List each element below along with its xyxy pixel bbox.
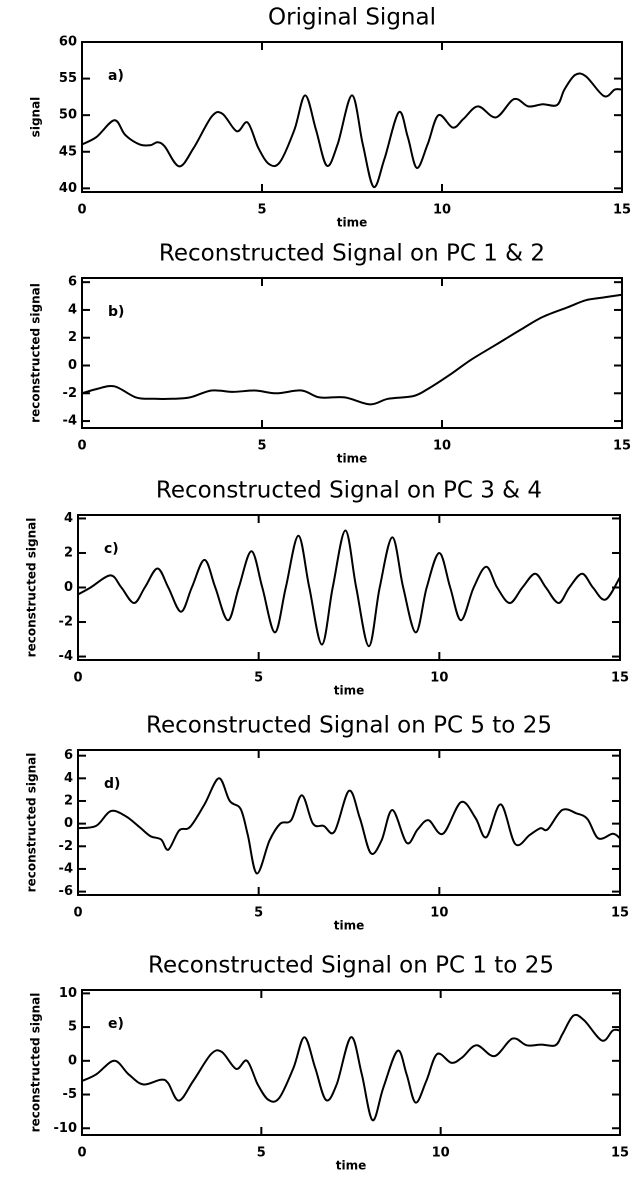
y-tick-label: 0 bbox=[68, 1053, 77, 1068]
y-tick-label: 50 bbox=[59, 108, 77, 123]
y-tick-label: -2 bbox=[59, 615, 73, 630]
y-tick-label: -4 bbox=[59, 649, 73, 664]
y-axis-label: reconstructed signal bbox=[29, 993, 43, 1133]
y-tick-label: -5 bbox=[63, 1087, 77, 1102]
y-tick-label: 5 bbox=[68, 1020, 77, 1035]
x-tick-label: 5 bbox=[254, 671, 263, 686]
chart-title: Original Signal bbox=[268, 5, 436, 31]
y-tick-label: 60 bbox=[59, 35, 77, 50]
signal-line bbox=[77, 777, 621, 875]
x-tick-label: 0 bbox=[77, 1146, 86, 1161]
x-tick-label: 10 bbox=[430, 671, 448, 686]
signal-line bbox=[77, 529, 621, 648]
y-tick-label: 6 bbox=[68, 275, 77, 290]
y-tick-label: -4 bbox=[59, 861, 73, 876]
x-tick-label: 5 bbox=[257, 203, 266, 218]
plot-frame bbox=[81, 989, 621, 1136]
y-tick-label: 2 bbox=[64, 545, 73, 560]
x-tick-label: 15 bbox=[611, 671, 629, 686]
panel-label: b) bbox=[108, 304, 124, 320]
x-tick-label: 15 bbox=[613, 439, 631, 454]
y-tick-label: 10 bbox=[59, 986, 77, 1001]
x-tick-label: 5 bbox=[257, 439, 266, 454]
panel-label: d) bbox=[104, 776, 120, 792]
x-axis-label: time bbox=[336, 1159, 367, 1173]
signal-line bbox=[81, 1013, 621, 1122]
x-axis-label: time bbox=[334, 919, 365, 933]
signal-line bbox=[81, 72, 623, 188]
y-tick-label: 0 bbox=[64, 816, 73, 831]
y-tick-label: -6 bbox=[59, 884, 73, 899]
x-tick-label: 10 bbox=[432, 1146, 450, 1161]
x-tick-label: 5 bbox=[254, 906, 263, 921]
y-tick-label: -2 bbox=[59, 839, 73, 854]
x-tick-label: 0 bbox=[73, 671, 82, 686]
y-tick-label: 45 bbox=[59, 144, 77, 159]
y-tick-label: -10 bbox=[54, 1121, 78, 1136]
x-axis-label: time bbox=[334, 684, 365, 698]
x-tick-label: 0 bbox=[77, 203, 86, 218]
y-tick-label: 4 bbox=[64, 771, 73, 786]
panel-label: c) bbox=[104, 541, 119, 557]
x-axis-label: time bbox=[337, 216, 368, 230]
y-axis-label: reconstructed signal bbox=[25, 753, 39, 893]
plot-frame bbox=[81, 277, 623, 429]
y-tick-label: 0 bbox=[64, 580, 73, 595]
y-tick-label: 40 bbox=[59, 181, 77, 196]
x-tick-label: 15 bbox=[613, 203, 631, 218]
chart-title: Reconstructed Signal on PC 1 & 2 bbox=[159, 241, 545, 267]
panel-label: a) bbox=[108, 68, 124, 84]
y-tick-label: 55 bbox=[59, 71, 77, 86]
y-tick-label: 0 bbox=[68, 358, 77, 373]
chart-title: Reconstructed Signal on PC 1 to 25 bbox=[148, 953, 554, 979]
y-tick-label: -2 bbox=[63, 386, 77, 401]
y-axis-label: reconstructed signal bbox=[25, 518, 39, 658]
chart-title: Reconstructed Signal on PC 3 & 4 bbox=[156, 478, 542, 504]
chart-title: Reconstructed Signal on PC 5 to 25 bbox=[146, 713, 552, 739]
y-tick-label: 4 bbox=[64, 511, 73, 526]
plot-frame bbox=[81, 41, 623, 193]
y-tick-label: 6 bbox=[64, 748, 73, 763]
x-axis-label: time bbox=[337, 452, 368, 466]
y-tick-label: 2 bbox=[68, 330, 77, 345]
x-tick-label: 0 bbox=[77, 439, 86, 454]
x-tick-label: 10 bbox=[433, 203, 451, 218]
y-axis-label: reconstructed signal bbox=[29, 283, 43, 423]
x-tick-label: 15 bbox=[611, 1146, 629, 1161]
x-tick-label: 0 bbox=[73, 906, 82, 921]
x-tick-label: 10 bbox=[433, 439, 451, 454]
panel-label: e) bbox=[108, 1016, 124, 1032]
y-tick-label: 4 bbox=[68, 302, 77, 317]
x-tick-label: 5 bbox=[257, 1146, 266, 1161]
x-tick-label: 10 bbox=[430, 906, 448, 921]
signal-line bbox=[81, 293, 623, 406]
plot-frame bbox=[77, 749, 621, 896]
x-tick-label: 15 bbox=[611, 906, 629, 921]
y-tick-label: 2 bbox=[64, 793, 73, 808]
y-axis-label: signal bbox=[29, 97, 43, 138]
y-tick-label: -4 bbox=[63, 414, 77, 429]
